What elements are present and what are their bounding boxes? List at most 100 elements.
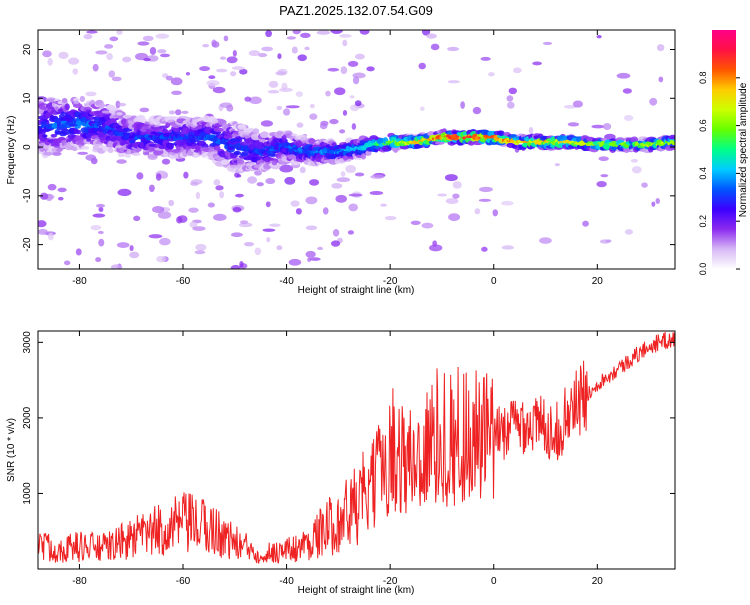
spectrogram-noise-cell xyxy=(369,191,384,196)
spectrogram-noise-cell xyxy=(47,232,54,241)
spectrogram-ridge-cell xyxy=(263,163,271,170)
spectrogram-noise-cell xyxy=(345,165,357,173)
spectrogram-noise-cell xyxy=(309,257,321,261)
spectrogram-ridge-cell xyxy=(630,136,639,143)
spectrogram-noise-cell xyxy=(285,105,300,109)
spectrogram-ridge-cell xyxy=(116,112,123,116)
spectrogram-noise-cell xyxy=(596,181,607,188)
spectrogram-ridge-cell xyxy=(131,152,141,157)
spectrogram-x-tick-label: -60 xyxy=(176,276,191,287)
spectrogram-noise-cell xyxy=(366,66,375,72)
spectrogram-noise-cell xyxy=(359,30,370,35)
spectrogram-noise-cell xyxy=(596,35,602,39)
spectrogram-noise-cell xyxy=(213,179,221,186)
spectrogram-noise-cell xyxy=(192,226,206,231)
spectrogram-frame xyxy=(37,29,676,270)
spectrogram-ridge-cell xyxy=(107,147,114,154)
spectrogram-noise-cell xyxy=(276,245,283,251)
spectrogram-ridge-cell xyxy=(246,162,256,166)
snr-y-tick-label: 3000 xyxy=(22,331,33,354)
spectrogram-ridge-cell xyxy=(120,153,126,157)
spectrogram-ridge-cell xyxy=(50,143,60,147)
spectrogram-noise-cell xyxy=(98,238,105,247)
spectrogram-ridge-cell xyxy=(360,153,367,160)
snr-x-label: Height of straight line (km) xyxy=(298,585,415,596)
spectrogram-noise-cell xyxy=(334,87,346,96)
spectrogram-noise-cell xyxy=(623,114,634,122)
spectrogram-noise-cell xyxy=(111,76,122,82)
spectrogram-noise-cell xyxy=(207,202,215,208)
spectrogram-noise-cell xyxy=(492,209,499,217)
spectrogram-noise-cell xyxy=(157,211,172,219)
spectrogram-ridge-cell xyxy=(252,128,260,134)
spectrogram-noise-cell xyxy=(239,68,248,75)
spectrogram-noise-cell xyxy=(104,44,114,49)
spectrogram-noise-cell xyxy=(185,72,191,76)
spectrogram-ridge-cell xyxy=(73,100,80,105)
spectrogram-noise-cell xyxy=(219,191,225,199)
spectrogram-noise-cell xyxy=(447,46,460,52)
spectrogram-noise-cell xyxy=(116,159,127,164)
spectrogram-noise-cell xyxy=(572,100,584,108)
spectrogram-ridge-cell xyxy=(98,102,106,109)
spectrogram-noise-cell xyxy=(137,41,150,46)
spectrogram-noise-cell xyxy=(57,187,67,193)
spectrogram-noise-cell xyxy=(282,108,291,116)
spectrogram-noise-cell xyxy=(40,192,49,200)
spectrogram-noise-cell xyxy=(181,110,189,114)
spectrogram-noise-cell xyxy=(232,206,242,213)
spectrogram-noise-cell xyxy=(295,208,302,215)
spectrogram-noise-cell xyxy=(243,241,255,247)
spectrogram-noise-cell xyxy=(95,257,102,263)
spectrogram-noise-cell xyxy=(342,39,348,47)
spectrogram-noise-cell xyxy=(474,208,481,215)
spectrogram-noise-cell xyxy=(421,222,434,229)
spectrogram-noise-cell xyxy=(340,66,348,75)
spectrogram-ridge-cell xyxy=(221,123,229,130)
spectrogram-x-tick-label: 0 xyxy=(491,276,497,287)
spectrogram-noise-cell xyxy=(426,33,437,39)
spectrogram-noise-cell xyxy=(90,224,102,231)
spectrogram-noise-cell xyxy=(384,216,397,221)
spectrogram-noise-cell xyxy=(656,44,665,52)
spectrogram-noise-cell xyxy=(235,193,244,198)
spectrogram-noise-cell xyxy=(300,32,311,39)
spectrogram-noise-cell xyxy=(199,66,211,72)
spectrogram-ridge-cell xyxy=(271,160,278,166)
spectrogram-noise-cell xyxy=(445,198,459,205)
spectrogram-noise-cell xyxy=(339,129,346,134)
spectrogram-noise-cell xyxy=(226,56,238,64)
spectrogram-ridge-cell xyxy=(236,158,245,165)
spectrogram-noise-cell xyxy=(115,100,121,109)
spectrogram-noise-cell xyxy=(232,49,237,57)
spectrogram-noise-cell xyxy=(268,80,279,88)
spectrogram-noise-cell xyxy=(155,33,170,39)
spectrogram-noise-cell xyxy=(85,154,97,161)
spectrogram-noise-cell xyxy=(208,75,216,80)
spectrogram-noise-cell xyxy=(488,72,495,77)
spectrogram-noise-cell xyxy=(171,90,182,95)
spectrogram-noise-cell xyxy=(319,122,328,130)
spectrogram-noise-cell xyxy=(297,54,307,62)
snr-y-label: SNR (10 * v/v) xyxy=(6,418,17,482)
spectrogram-noise-cell xyxy=(47,58,53,66)
spectrogram-noise-cell xyxy=(330,240,341,247)
spectrogram-ridge-cell xyxy=(237,124,246,128)
spectrogram-noise-cell xyxy=(269,223,281,227)
spectrogram-noise-cell xyxy=(157,49,167,54)
spectrogram-ridge-cell xyxy=(125,153,131,158)
spectrogram-noise-cell xyxy=(258,53,268,58)
spectrogram-noise-cell xyxy=(292,30,301,35)
spectrogram-noise-cell xyxy=(254,247,262,256)
spectrogram-noise-cell xyxy=(57,196,64,201)
spectrogram-noise-cell xyxy=(335,194,348,203)
spectrogram-noise-cell xyxy=(616,72,631,79)
snr-x-tick-label: 20 xyxy=(592,576,604,587)
spectrogram-noise-cell xyxy=(354,53,365,60)
spectrogram-noise-cell xyxy=(213,213,227,221)
spectrogram-noise-cell xyxy=(190,181,199,186)
spectrogram-noise-cell xyxy=(149,46,157,55)
spectrogram-ridge-cell xyxy=(41,134,48,138)
spectrogram-noise-cell xyxy=(347,230,354,235)
spectrogram-noise-cell xyxy=(279,164,294,173)
